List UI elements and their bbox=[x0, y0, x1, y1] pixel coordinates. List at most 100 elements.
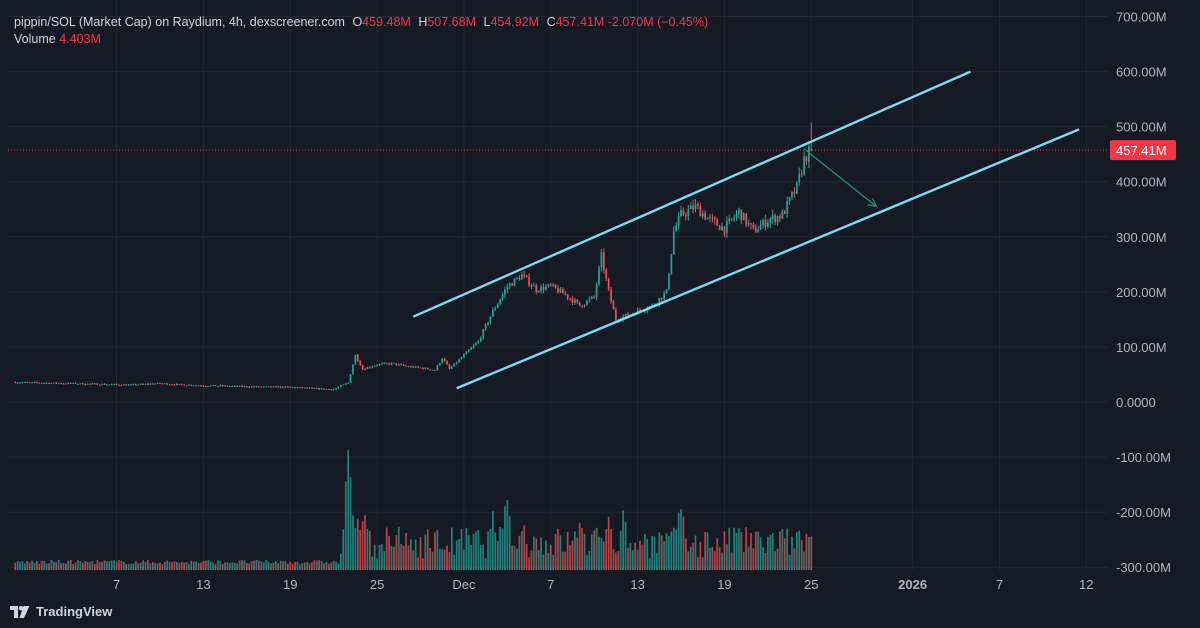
price-tick-label: -100.00M bbox=[1116, 450, 1171, 465]
volume-bar bbox=[554, 534, 557, 570]
volume-bar bbox=[689, 546, 692, 570]
candle-body bbox=[610, 289, 612, 302]
volume-bar bbox=[574, 531, 576, 570]
candle-body bbox=[33, 382, 36, 384]
candle-body bbox=[511, 283, 514, 286]
volume-bar bbox=[516, 548, 518, 570]
price-tick-label: 100.00M bbox=[1116, 340, 1167, 355]
volume-bar bbox=[385, 527, 388, 570]
volume-bar bbox=[301, 563, 304, 570]
candle-body bbox=[738, 209, 740, 214]
candle-body bbox=[245, 386, 248, 388]
candle-body bbox=[479, 338, 482, 342]
volume-bar bbox=[245, 563, 248, 570]
candle-body bbox=[434, 369, 436, 371]
volume-bar bbox=[441, 548, 444, 570]
candle-body bbox=[431, 369, 434, 371]
candle-body bbox=[397, 364, 400, 366]
volume-bar bbox=[38, 563, 41, 570]
candle-body bbox=[72, 382, 74, 384]
candle-body bbox=[704, 213, 706, 220]
candle-body bbox=[277, 386, 280, 388]
candle-body bbox=[36, 382, 38, 384]
candle-body bbox=[477, 341, 480, 344]
candle-body bbox=[492, 309, 494, 317]
volume-bar bbox=[106, 561, 108, 570]
volume-bar bbox=[127, 563, 130, 570]
high-key: H bbox=[418, 15, 428, 29]
volume-bar bbox=[808, 536, 810, 570]
volume-bar bbox=[424, 534, 427, 570]
volume-bar bbox=[335, 561, 337, 570]
candle-body bbox=[767, 222, 769, 227]
volume-bar bbox=[243, 560, 246, 570]
volume-bar bbox=[774, 551, 776, 570]
candle-body bbox=[595, 284, 598, 298]
volume-bar bbox=[769, 534, 772, 570]
volume-bar bbox=[354, 527, 357, 570]
candle-body bbox=[335, 388, 337, 390]
candle-body bbox=[448, 364, 451, 369]
candle-body bbox=[721, 226, 723, 230]
candle-body bbox=[569, 298, 571, 300]
volume-label[interactable]: Volume bbox=[14, 32, 56, 46]
candle-body bbox=[272, 386, 275, 388]
volume-bar bbox=[397, 526, 400, 570]
symbol-title[interactable]: pippin/SOL (Market Cap) on Raydium, 4h, … bbox=[14, 15, 345, 29]
candle-body bbox=[525, 275, 528, 277]
candle-body bbox=[735, 213, 738, 218]
candle-body bbox=[344, 383, 347, 385]
volume-bar bbox=[463, 549, 465, 570]
candle-body bbox=[390, 362, 393, 365]
close-key: C bbox=[546, 15, 556, 29]
volume-bar bbox=[65, 563, 67, 570]
candle-body bbox=[325, 389, 328, 391]
time-tick-label: 7 bbox=[113, 577, 120, 592]
candle-body bbox=[221, 385, 224, 387]
candle-body bbox=[168, 384, 171, 386]
volume-bar bbox=[277, 563, 280, 570]
volume-bar bbox=[455, 540, 458, 570]
volume-bar bbox=[84, 561, 87, 570]
price-tick-label: -300.00M bbox=[1116, 560, 1171, 575]
volume-bar bbox=[704, 531, 706, 570]
candle-body bbox=[475, 343, 477, 346]
candle-body bbox=[267, 386, 270, 388]
candle-body bbox=[660, 297, 663, 299]
volume-bar bbox=[118, 560, 120, 570]
volume-bar bbox=[303, 562, 306, 570]
candle-body bbox=[332, 389, 335, 391]
volume-bar bbox=[55, 562, 58, 570]
drawings bbox=[412, 70, 1080, 390]
candle-body bbox=[800, 173, 803, 175]
projection-arrow bbox=[803, 148, 877, 208]
candle-body bbox=[180, 383, 183, 385]
candle-body bbox=[574, 299, 576, 303]
candle-body bbox=[412, 366, 415, 368]
candle-body bbox=[383, 363, 386, 365]
volume-bar bbox=[745, 527, 748, 570]
candle-body bbox=[578, 301, 581, 306]
candle-body bbox=[407, 366, 410, 368]
volume-bar bbox=[716, 538, 719, 570]
volume-bar bbox=[528, 557, 530, 570]
candle-body bbox=[393, 362, 395, 364]
volume-bar bbox=[178, 562, 181, 570]
candle-body bbox=[173, 384, 176, 386]
volume-bar bbox=[139, 562, 142, 570]
candle-body bbox=[67, 382, 70, 384]
candle-body bbox=[93, 383, 96, 385]
candle-body bbox=[607, 278, 610, 290]
volume-bar bbox=[484, 558, 487, 570]
volume-bar bbox=[687, 551, 690, 570]
tradingview-logo[interactable]: TradingView bbox=[10, 604, 112, 619]
candle-body bbox=[320, 388, 323, 390]
volume-bar bbox=[465, 528, 468, 570]
volume-bar bbox=[627, 547, 629, 570]
volume-bar bbox=[800, 540, 803, 570]
volume-bar bbox=[48, 563, 50, 570]
volume-bar bbox=[74, 562, 77, 570]
candle-body bbox=[294, 387, 296, 389]
